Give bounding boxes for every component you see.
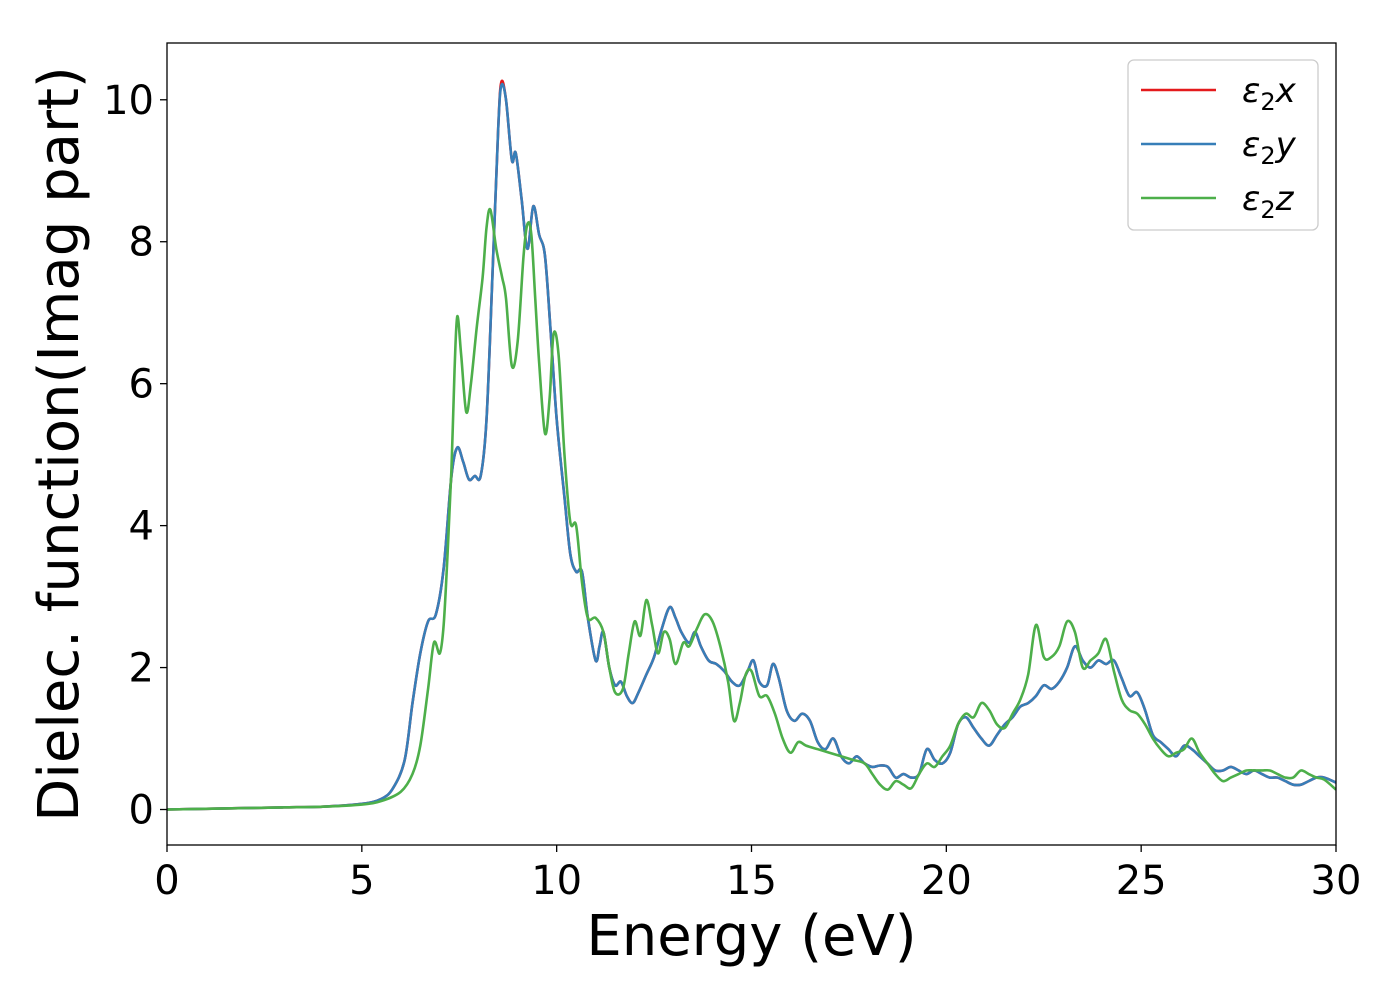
legend-label-x: ε2x bbox=[1242, 71, 1297, 116]
y-axis: 0 2 4 6 8 10 bbox=[103, 78, 167, 834]
series-layer bbox=[167, 79, 1336, 811]
x-axis: 0 5 10 15 20 25 30 bbox=[154, 845, 1361, 904]
series-line-z bbox=[167, 207, 1336, 811]
y-tick-label: 6 bbox=[129, 362, 154, 408]
x-tick-label: 30 bbox=[1311, 858, 1362, 904]
y-tick-label: 10 bbox=[103, 78, 154, 124]
legend-label-z: ε2z bbox=[1242, 179, 1295, 224]
legend: ε2x ε2y ε2z bbox=[1127, 59, 1319, 231]
y-tick-label: 2 bbox=[129, 646, 154, 692]
y-tick-label: 8 bbox=[129, 220, 154, 266]
x-tick-label: 5 bbox=[349, 858, 374, 904]
x-axis-title: Energy (eV) bbox=[586, 904, 916, 969]
x-tick-label: 10 bbox=[531, 858, 582, 904]
x-tick-label: 0 bbox=[154, 858, 179, 904]
y-axis-title: Dielec. function(Imag part) bbox=[27, 66, 92, 822]
x-tick-label: 25 bbox=[1116, 858, 1167, 904]
legend-label-y: ε2y bbox=[1242, 125, 1297, 170]
series-line-y bbox=[167, 82, 1336, 811]
y-tick-label: 4 bbox=[129, 504, 154, 550]
x-tick-label: 20 bbox=[921, 858, 972, 904]
y-tick-label: 0 bbox=[129, 788, 154, 834]
legend-frame bbox=[1127, 59, 1319, 231]
x-tick-label: 15 bbox=[726, 858, 777, 904]
